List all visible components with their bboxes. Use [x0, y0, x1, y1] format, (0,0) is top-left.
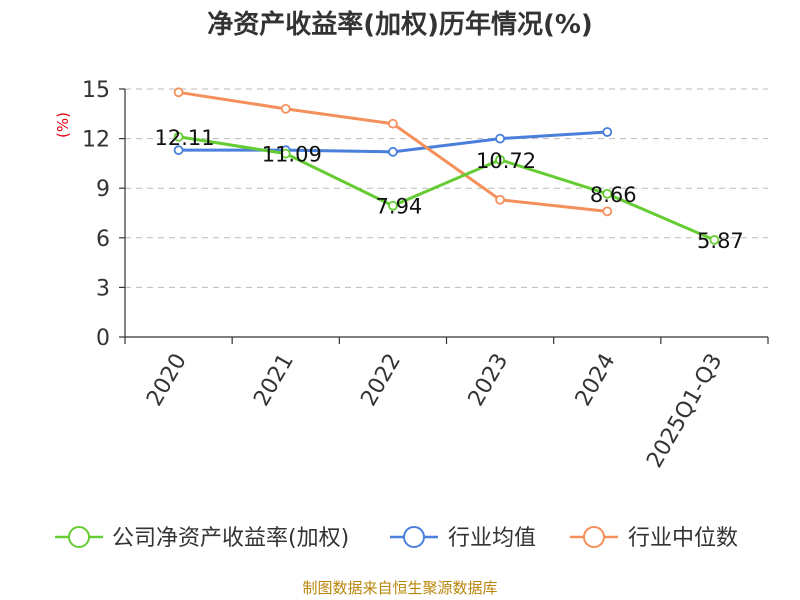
series-2-point-2023: [495, 194, 505, 205]
legend-marker-1: [403, 526, 425, 548]
x-tick-label-2021: 2021: [249, 350, 299, 411]
data-label-2020: 12.11: [155, 126, 215, 150]
y-tick-label-12: 12: [82, 128, 110, 153]
y-tick-label-15: 15: [82, 78, 110, 103]
series-0-point-2021: [280, 148, 291, 159]
legend-label-0: 公司净资产收益率(加权): [112, 526, 349, 551]
legend-label-1: 行业均值: [448, 526, 536, 551]
y-tick-label-0: 0: [96, 326, 110, 351]
data-label-2022: 7.94: [376, 195, 423, 219]
legend-marker-2: [583, 526, 605, 548]
x-tick-label-2024: 2024: [571, 350, 621, 411]
plot-area: 0 3 6 9 12 15 2020 2021 2022 2023 2024 2025Q1-Q3 12.…: [82, 78, 769, 473]
series-1-point-2024: [602, 127, 613, 137]
series-0-point-2025Q1-Q3: [709, 235, 720, 245]
x-tick-label-2020: 2020: [142, 350, 192, 411]
legend-label-2: 行业中位数: [628, 526, 738, 551]
series-2-point-2020: [173, 87, 184, 98]
series-1-point-2022: [388, 146, 398, 157]
series-0-point-2023: [495, 154, 505, 165]
y-tick-label-9: 9: [96, 177, 110, 202]
data-label-2025Q1-Q3: 5.87: [697, 229, 744, 253]
series-0-point-2020: [173, 131, 184, 142]
source-note: 制图数据来自恒生聚源数据库: [302, 579, 497, 597]
data-label-2023: 10.72: [476, 149, 536, 173]
data-label-2024: 8.66: [590, 183, 637, 207]
x-tick-label-2025Q1-Q3: 2025Q1-Q3: [642, 350, 727, 473]
y-axis-label: (%): [54, 112, 72, 138]
legend-marker-0: [68, 526, 90, 548]
series-line-0: [178, 135, 716, 242]
series-2-point-2024: [602, 206, 613, 217]
x-tick-label-2023: 2023: [464, 350, 514, 411]
series-1-point-2020: [173, 145, 184, 156]
series-0-point-2024: [602, 188, 613, 199]
data-label-2021: 11.09: [262, 143, 322, 167]
y-tick-label-3: 3: [96, 276, 110, 301]
legend: 公司净资产收益率(加权) 行业均值 行业中位数: [55, 526, 738, 551]
series-0-point-2022: [388, 200, 398, 211]
x-tick-label-2022: 2022: [356, 350, 406, 411]
series-2-point-2021: [280, 103, 291, 114]
y-tick-label-6: 6: [96, 227, 110, 252]
series-2-point-2022: [388, 118, 398, 129]
series-1-point-2023: [495, 133, 505, 144]
chart-title: 净资产收益率(加权)历年情况(%): [207, 9, 593, 40]
